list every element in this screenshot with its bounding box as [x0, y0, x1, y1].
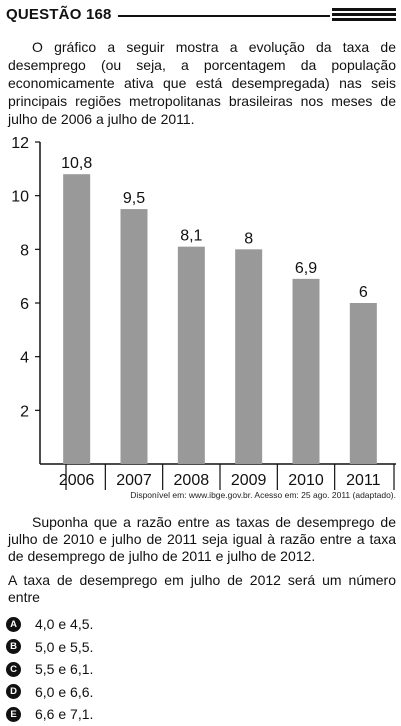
x-tick-label: 2010 — [288, 472, 324, 489]
suppose-paragraph: Suponha que a razão entre as taxas de de… — [8, 514, 396, 564]
x-tick-label: 2007 — [116, 472, 152, 489]
y-tick-label: 6 — [20, 296, 29, 313]
y-tick-label: 12 — [11, 135, 29, 152]
x-tick-label: 2006 — [59, 472, 95, 489]
bar-value-label: 8,1 — [180, 228, 202, 245]
question-title: QUESTÃO 168 — [6, 6, 112, 23]
header-bars-decoration — [332, 8, 396, 23]
option-text: 5,5 e 6,1. — [35, 661, 94, 678]
option-text: 6,6 e 7,1. — [35, 706, 94, 723]
option-letter-badge: D — [6, 684, 21, 700]
bar — [349, 303, 377, 464]
bar-value-label: 6,9 — [295, 260, 317, 277]
bar — [120, 209, 148, 464]
bar-value-label: 6 — [359, 284, 368, 301]
x-tick-label: 2009 — [231, 472, 267, 489]
bar — [177, 246, 205, 464]
chart-svg: 2 4 6 8 10 12 10,8 2006 9,5 2007 8,1 2008 8 2009 6,9 20… — [11, 135, 396, 490]
bar-chart: 2 4 6 8 10 12 10,8 2006 9,5 2007 8,1 2008 8 2009 6,9 20… — [0, 130, 401, 490]
option-letter-badge: B — [6, 639, 21, 655]
y-tick-label: 8 — [20, 242, 29, 259]
answer-options: A 4,0 e 4,5. B 5,0 e 5,5. C 5,5 e 6,1. D… — [6, 613, 396, 726]
option-letter-badge: E — [6, 706, 21, 722]
bar — [63, 174, 91, 464]
source-note: Disponível em: www.ibge.gov.br. Acesso e… — [130, 490, 396, 500]
option-text: 6,0 e 6,6. — [35, 683, 94, 700]
option-text: 5,0 e 5,5. — [35, 638, 94, 655]
y-tick-label: 4 — [20, 350, 29, 367]
bar-value-label: 9,5 — [123, 190, 145, 207]
option-c[interactable]: C 5,5 e 6,1. — [6, 658, 396, 681]
question-header: QUESTÃO 168 — [0, 6, 401, 28]
x-tick-label: 2011 — [346, 472, 381, 489]
option-letter-badge: A — [6, 616, 21, 632]
bar-value-label: 10,8 — [61, 155, 92, 172]
option-b[interactable]: B 5,0 e 5,5. — [6, 636, 396, 659]
option-letter-badge: C — [6, 661, 21, 677]
option-a[interactable]: A 4,0 e 4,5. — [6, 613, 396, 636]
y-tick-label: 10 — [11, 189, 29, 206]
option-e[interactable]: E 6,6 e 7,1. — [6, 703, 396, 726]
option-text: 4,0 e 4,5. — [35, 616, 94, 633]
intro-paragraph: O gráfico a seguir mostra a evolução da … — [8, 39, 396, 127]
header-rule — [118, 15, 330, 17]
y-tick-label: 2 — [20, 403, 29, 420]
question-stem: A taxa de desemprego em julho de 2012 se… — [8, 572, 396, 605]
x-tick-label: 2008 — [174, 472, 210, 489]
bar-value-label: 8 — [244, 230, 253, 247]
option-d[interactable]: D 6,0 e 6,6. — [6, 681, 396, 704]
bar — [235, 249, 263, 464]
bar — [292, 278, 320, 464]
